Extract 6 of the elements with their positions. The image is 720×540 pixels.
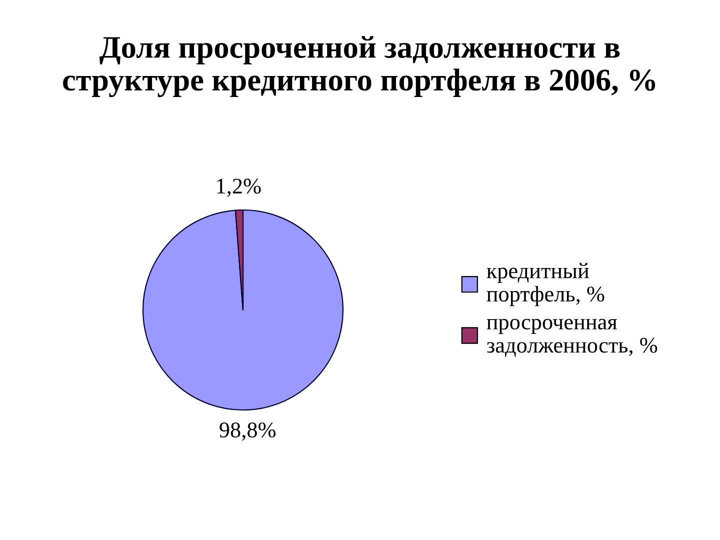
legend-label: просроченная задолженность, % <box>486 318 658 357</box>
pie-slice <box>142 209 344 411</box>
data-label: 1,2% <box>217 178 261 197</box>
chart-title: Доля просроченной задолженности в структуре кредитного портфеля в 2006, % <box>63 36 656 98</box>
data-label: 98,8% <box>220 422 276 441</box>
legend-label: кредитный портфель, % <box>486 262 604 306</box>
